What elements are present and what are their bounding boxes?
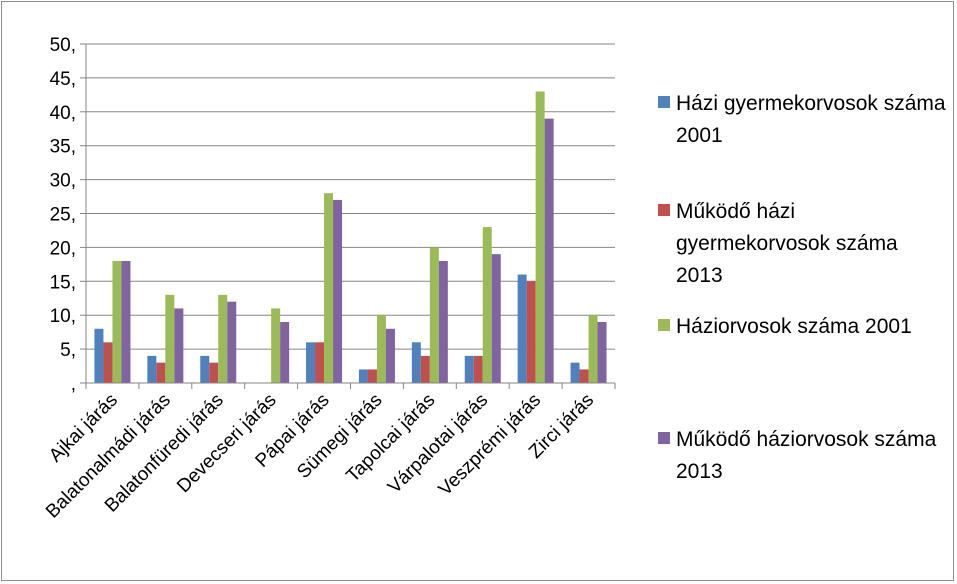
bar [174,308,184,383]
bar [535,91,545,384]
bar [165,294,175,383]
bar [306,342,316,383]
bar [315,342,325,383]
y-tick-label: 40, [50,103,76,124]
bar [280,321,290,383]
bar [367,369,377,383]
bar [420,355,430,383]
y-tick-label: 45, [50,69,76,90]
bar [482,227,492,383]
axes [80,43,616,389]
bar [517,274,527,383]
legend-item-series-3: Háziorvosok száma 2001 [658,311,946,343]
bar [464,355,474,383]
bar [526,281,536,383]
bar [376,315,386,383]
y-tick-label: 20, [50,238,76,259]
bar [385,328,395,383]
bar [597,321,607,383]
y-tick-label: 15, [50,272,76,293]
bar [112,260,122,383]
bar [429,247,439,383]
bar [121,260,131,383]
bar [358,369,368,383]
bar [544,118,554,383]
bar [271,308,281,383]
bar [491,254,501,383]
bar [227,301,237,383]
bar [94,328,104,383]
bar [438,260,448,383]
legend-item-series-4: Működő háziorvosok száma 2013 [658,424,946,488]
bar [200,355,210,383]
bar [588,315,598,383]
y-tick-label: , [71,374,76,395]
y-tick-label: 25, [50,205,76,226]
bar [333,199,343,383]
y-tick-label: 5, [60,340,76,361]
legend: Házi gyermekorvosok száma 2001 Működő há… [658,0,953,584]
bar [579,369,589,383]
bar [147,355,157,383]
bar [103,342,113,383]
bar [218,294,228,383]
legend-item-series-1: Házi gyermekorvosok száma 2001 [658,88,946,152]
legend-swatch-series-1 [658,96,670,108]
legend-label-series-2: Működő házi gyermekorvosok száma 2013 [676,200,898,287]
legend-swatch-series-2 [658,204,670,216]
bar [209,362,219,383]
legend-swatch-series-4 [658,432,670,444]
bar [324,193,334,383]
bar [156,362,166,383]
bar [411,342,421,383]
y-tick-label: 30, [50,171,76,192]
legend-label-series-4: Működő háziorvosok száma 2013 [676,428,937,483]
bar [570,362,580,383]
bar [473,355,483,383]
legend-item-series-2: Működő házi gyermekorvosok száma 2013 [658,196,946,292]
y-tick-label: 50, [50,35,76,56]
y-tick-label: 10, [50,306,76,327]
y-tick-label: 35, [50,137,76,158]
bars [94,91,607,384]
legend-label-series-3: Háziorvosok száma 2001 [676,315,912,338]
legend-swatch-series-3 [658,319,670,331]
legend-label-series-1: Házi gyermekorvosok száma 2001 [676,92,946,147]
